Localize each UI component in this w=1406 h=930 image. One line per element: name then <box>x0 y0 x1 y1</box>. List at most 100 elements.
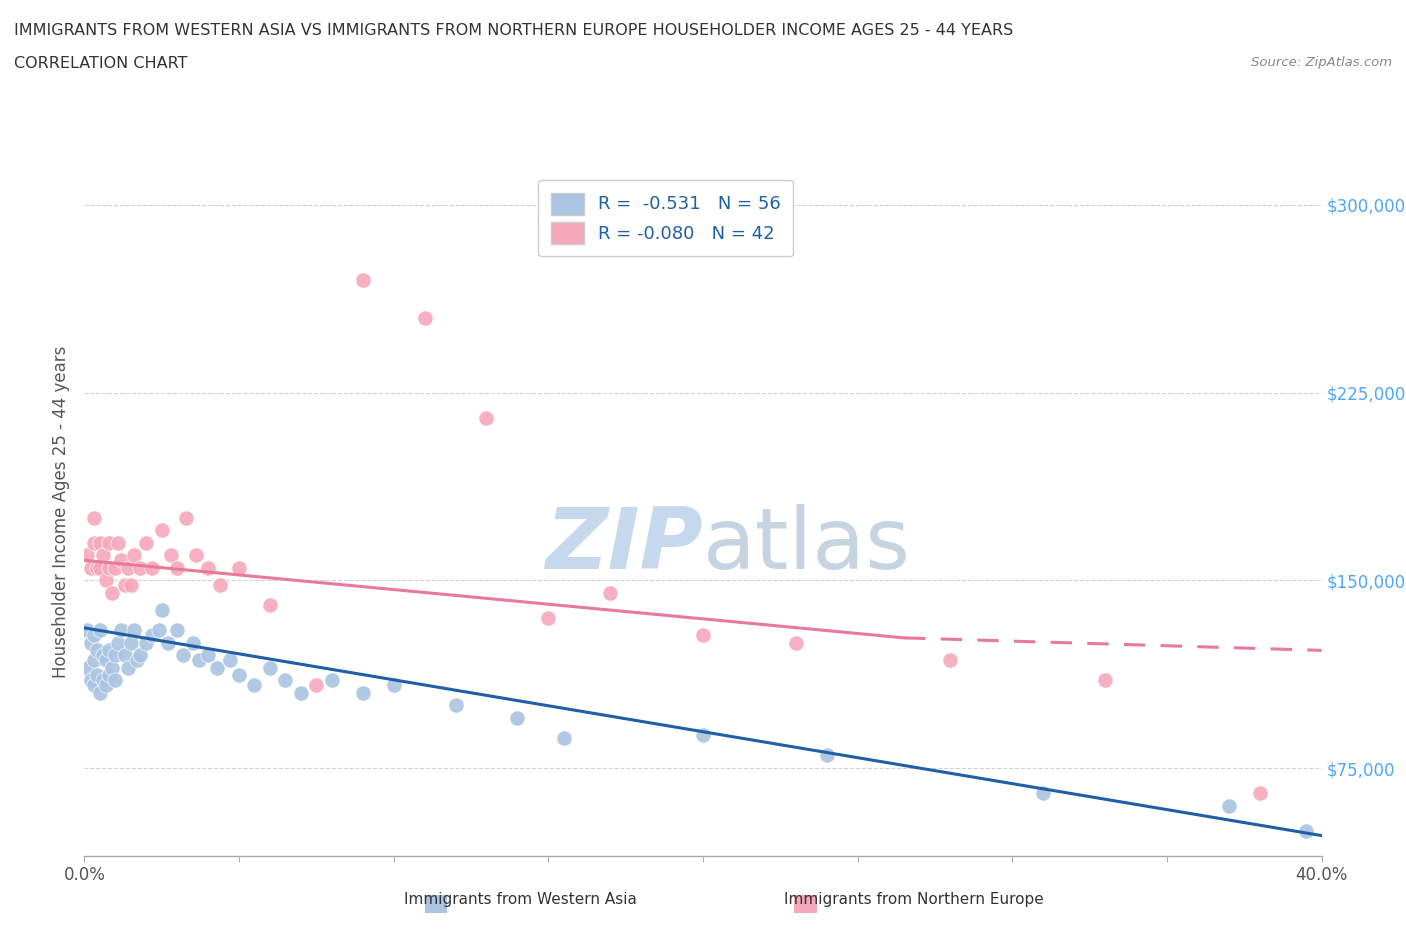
Point <box>382 678 405 693</box>
Point <box>122 623 145 638</box>
Point <box>197 561 219 576</box>
Point <box>259 660 281 675</box>
Point <box>89 623 111 638</box>
Text: IMMIGRANTS FROM WESTERN ASIA VS IMMIGRANTS FROM NORTHERN EUROPE HOUSEHOLDER INCO: IMMIGRANTS FROM WESTERN ASIA VS IMMIGRAN… <box>14 23 1014 38</box>
Point <box>89 536 111 551</box>
Point <box>274 673 297 688</box>
Point <box>243 678 266 693</box>
Point <box>79 561 101 576</box>
Point <box>125 653 148 668</box>
Point <box>76 660 98 675</box>
Point <box>107 635 129 650</box>
Point <box>86 561 108 576</box>
Point <box>83 653 105 668</box>
Point <box>166 623 188 638</box>
Point <box>107 536 129 551</box>
Point <box>181 635 204 650</box>
Point <box>1218 798 1240 813</box>
Point <box>1094 673 1116 688</box>
Point <box>104 673 127 688</box>
Point <box>79 635 101 650</box>
Point <box>321 673 343 688</box>
Point <box>94 653 117 668</box>
Point <box>98 668 121 683</box>
Point <box>218 653 240 668</box>
Point <box>120 578 142 592</box>
Point <box>89 561 111 576</box>
Point <box>939 653 962 668</box>
Point <box>114 578 136 592</box>
Point <box>98 643 121 658</box>
Legend: R =  -0.531   N = 56, R = -0.080   N = 42: R = -0.531 N = 56, R = -0.080 N = 42 <box>538 179 793 257</box>
Point <box>305 678 328 693</box>
Point <box>290 685 312 700</box>
Text: Source: ZipAtlas.com: Source: ZipAtlas.com <box>1251 56 1392 69</box>
Point <box>129 561 152 576</box>
Point <box>166 561 188 576</box>
Point <box>197 648 219 663</box>
Text: Immigrants from Western Asia: Immigrants from Western Asia <box>404 892 637 907</box>
Point <box>156 635 179 650</box>
Point <box>83 678 105 693</box>
Point <box>553 731 575 746</box>
Point <box>98 536 121 551</box>
Point <box>135 635 157 650</box>
Point <box>228 668 250 683</box>
Text: Immigrants from Northern Europe: Immigrants from Northern Europe <box>785 892 1043 907</box>
Point <box>259 598 281 613</box>
Point <box>141 628 163 643</box>
Point <box>172 648 194 663</box>
Point <box>1295 823 1317 838</box>
Text: ZIP: ZIP <box>546 504 703 588</box>
Point <box>160 548 183 563</box>
Point <box>148 623 170 638</box>
Point <box>76 623 98 638</box>
Point <box>150 603 173 618</box>
Point <box>86 668 108 683</box>
Point <box>120 635 142 650</box>
Point <box>785 635 807 650</box>
Point <box>129 648 152 663</box>
Point <box>1249 786 1271 801</box>
Point <box>207 660 229 675</box>
Point <box>79 673 101 688</box>
Y-axis label: Householder Income Ages 25 - 44 years: Householder Income Ages 25 - 44 years <box>52 345 70 678</box>
Point <box>352 685 374 700</box>
Point <box>101 585 124 600</box>
Point <box>98 561 121 576</box>
Point <box>104 648 127 663</box>
Point <box>117 561 139 576</box>
Point <box>692 728 714 743</box>
Point <box>506 711 529 725</box>
Point <box>184 548 207 563</box>
Point <box>444 698 467 713</box>
Point <box>91 648 114 663</box>
Point <box>599 585 621 600</box>
Point <box>1032 786 1054 801</box>
Point <box>76 548 98 563</box>
Point <box>117 660 139 675</box>
Point <box>209 578 232 592</box>
Point <box>352 272 374 287</box>
Point <box>91 548 114 563</box>
Point <box>94 678 117 693</box>
Point <box>141 561 163 576</box>
Point <box>135 536 157 551</box>
Point <box>187 653 209 668</box>
Point <box>83 628 105 643</box>
Point <box>83 511 105 525</box>
Point <box>413 310 436 325</box>
Point <box>83 536 105 551</box>
Point <box>110 623 132 638</box>
Point <box>104 561 127 576</box>
Point <box>94 573 117 588</box>
Point <box>114 648 136 663</box>
Point <box>86 643 108 658</box>
Text: atlas: atlas <box>703 504 911 588</box>
Point <box>176 511 198 525</box>
Point <box>101 660 124 675</box>
Point <box>89 685 111 700</box>
Point <box>228 561 250 576</box>
Point <box>150 523 173 538</box>
Point <box>815 748 838 763</box>
